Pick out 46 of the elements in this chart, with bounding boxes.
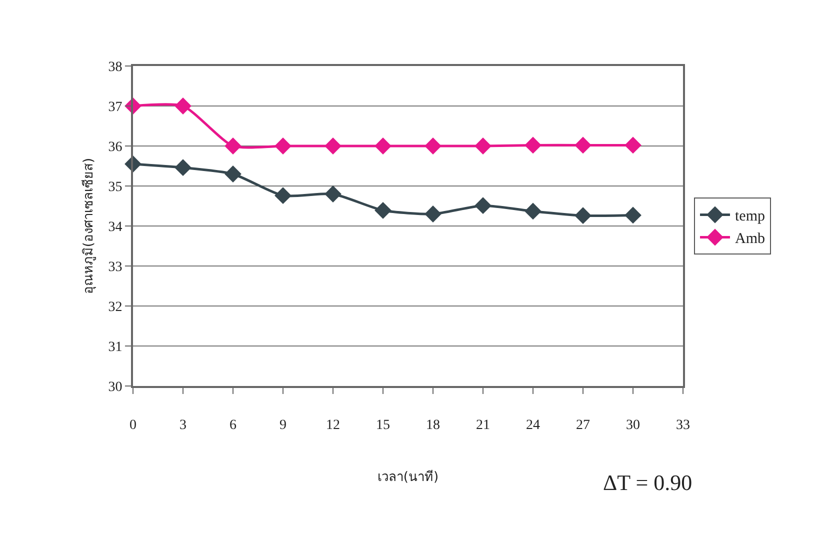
- x-tick-label: 24: [526, 418, 540, 433]
- point: [374, 138, 392, 154]
- point: [624, 136, 642, 154]
- point: [174, 98, 192, 114]
- y-tick-label: 31: [108, 340, 122, 355]
- y-tick-label: 30: [108, 380, 122, 395]
- point: [224, 138, 242, 154]
- point: [324, 138, 342, 154]
- x-tick-label: 12: [326, 418, 340, 433]
- x-tick-label: 18: [426, 418, 440, 433]
- y-axis-title: อุณหภูมิ(องศาเซลเซียส): [80, 158, 97, 294]
- point: [574, 136, 592, 154]
- y-tick-label: 35: [108, 180, 122, 195]
- legend-label: temp: [735, 208, 765, 225]
- x-tick-label: 30: [626, 418, 640, 433]
- point: [624, 206, 642, 224]
- point: [174, 159, 192, 176]
- x-tick-label: 33: [676, 418, 690, 433]
- y-tick-label: 33: [108, 260, 122, 275]
- point: [424, 138, 442, 154]
- y-tick-label: 36: [108, 140, 122, 155]
- point: [524, 202, 542, 220]
- point: [474, 197, 492, 214]
- point: [324, 186, 342, 202]
- y-tick-label: 37: [108, 100, 122, 115]
- text: ΔT = 0.90: [603, 470, 692, 495]
- x-tick-label: 21: [476, 418, 490, 433]
- x-tick-label: 6: [230, 418, 236, 433]
- y-tick-label: 32: [108, 300, 122, 315]
- x-axis-title: เวลา(นาที): [377, 468, 439, 485]
- x-tick-label: 3: [180, 418, 186, 433]
- point: [374, 202, 392, 219]
- y-tick-label: 38: [108, 60, 122, 75]
- x-tick-label: 27: [576, 418, 590, 433]
- point: [524, 136, 542, 154]
- point: [224, 166, 242, 182]
- point: [274, 138, 292, 154]
- x-tick-label: 9: [280, 418, 286, 433]
- point: [574, 207, 592, 224]
- y-tick-label: 34: [108, 220, 122, 235]
- x-tick-label: 0: [130, 418, 136, 433]
- point: [474, 138, 492, 154]
- x-tick-label: 15: [376, 418, 390, 433]
- point: [274, 187, 292, 204]
- point: [424, 206, 442, 222]
- legend-label: Amb: [735, 231, 765, 248]
